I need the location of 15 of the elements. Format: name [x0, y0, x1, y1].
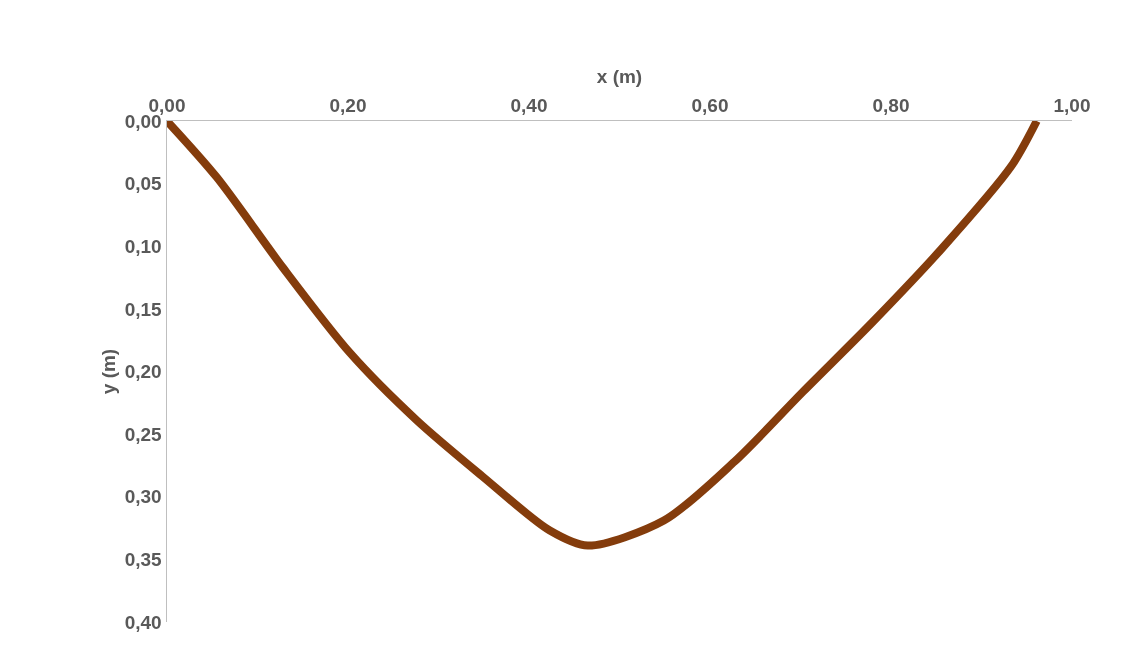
y-tick-label: 0,40: [124, 611, 162, 633]
y-tick-label: 0,35: [124, 549, 163, 571]
y-tick-label: 0,05: [124, 173, 163, 195]
x-tick-label: 0,80: [872, 94, 910, 116]
y-axis-title: y (m): [97, 348, 119, 395]
y-tick-label: 0,25: [124, 423, 163, 445]
x-tick-label: 0,20: [329, 94, 367, 116]
x-tick-label: 0,40: [510, 94, 548, 116]
x-axis-title: x (m): [596, 66, 643, 87]
x-tick-label: 0,60: [691, 94, 729, 116]
y-tick-label: 0,30: [124, 486, 162, 508]
y-tick-label: 0,10: [124, 235, 162, 257]
y-tick-label: 0,20: [124, 361, 162, 383]
x-tick-label: 1,00: [1053, 94, 1091, 116]
y-tick-label: 0,15: [124, 298, 163, 320]
